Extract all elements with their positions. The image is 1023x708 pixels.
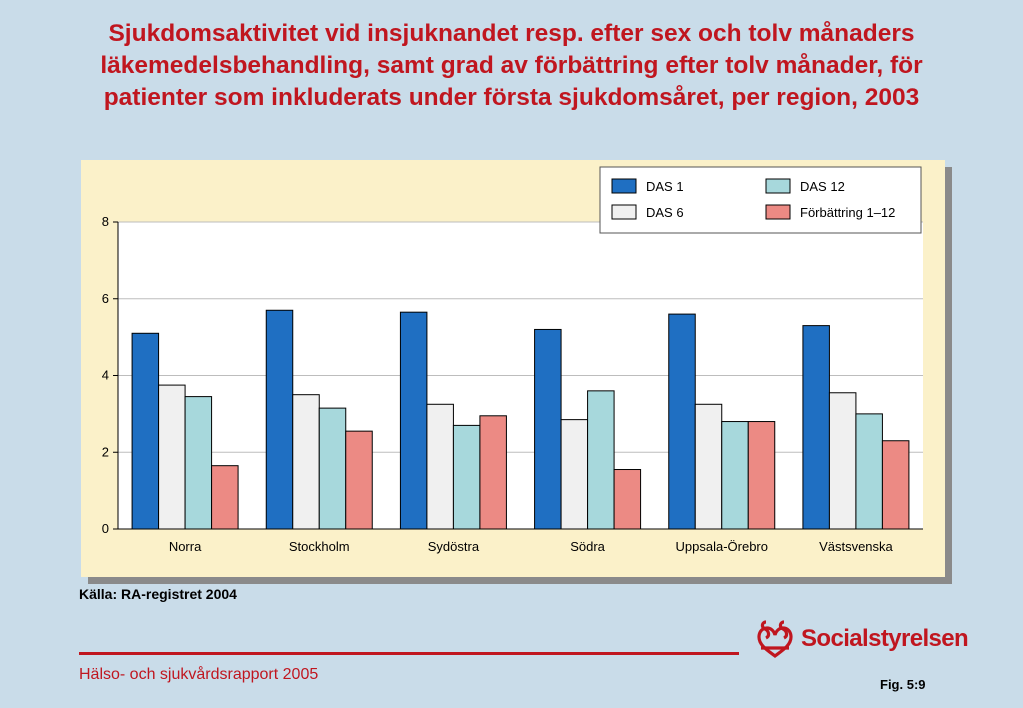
bar-3 bbox=[587, 390, 615, 530]
source-note: Källa: RA-registret 2004 bbox=[79, 586, 237, 602]
bar-3 bbox=[721, 421, 749, 530]
x-tick-label: Sydöstra bbox=[428, 539, 480, 554]
legend-swatch bbox=[765, 204, 791, 220]
legend-swatch bbox=[611, 204, 637, 220]
x-tick-label: Uppsala-Örebro bbox=[676, 539, 769, 554]
legend-box bbox=[599, 166, 922, 234]
bar-4 bbox=[747, 421, 776, 530]
legend-swatch bbox=[611, 178, 637, 194]
bar-1 bbox=[265, 309, 294, 530]
x-tick-label: Stockholm bbox=[289, 539, 350, 554]
x-tick-label: Västsvenska bbox=[819, 539, 893, 554]
logo-text: Socialstyrelsen bbox=[801, 625, 969, 652]
bar-2 bbox=[158, 384, 186, 530]
bar-1 bbox=[534, 328, 562, 530]
bar-4 bbox=[345, 430, 373, 530]
x-tick-label: Norra bbox=[169, 539, 202, 554]
socialstyrelsen-logo: Socialstyrelsen bbox=[753, 618, 969, 660]
legend-label: DAS 6 bbox=[646, 205, 684, 220]
x-tick-label: Södra bbox=[570, 539, 605, 554]
bar-1 bbox=[131, 332, 160, 530]
y-tick-label: 6 bbox=[102, 291, 109, 306]
bar-1 bbox=[668, 313, 696, 530]
plot-area: 0 2 4 6 8 Norra Stockholm Sydöstra Södra Uppsala-… bbox=[102, 214, 923, 554]
bar-2 bbox=[292, 394, 320, 530]
title-line-1: Sjukdomsaktivitet vid insjuknandet resp.… bbox=[108, 20, 915, 47]
bar-3 bbox=[318, 407, 347, 530]
footer-divider bbox=[79, 652, 739, 655]
bar-3 bbox=[855, 413, 883, 530]
legend-label: Förbättring 1–12 bbox=[800, 205, 895, 220]
title-line-2: läkemedelsbehandling, samt grad av förbä… bbox=[100, 52, 923, 79]
bar-4 bbox=[881, 440, 910, 530]
legend-swatch bbox=[765, 178, 791, 194]
footer-report-name: Hälso- och sjukvårdsrapport 2005 bbox=[79, 666, 319, 683]
bar-4 bbox=[613, 469, 642, 530]
chart-title: Sjukdomsaktivitet vid insjuknandet resp.… bbox=[20, 18, 1003, 114]
bar-4 bbox=[479, 415, 507, 530]
bar-2 bbox=[694, 403, 723, 530]
logo-emblem-icon bbox=[757, 620, 793, 658]
y-tick-label: 0 bbox=[102, 521, 109, 536]
bar-2 bbox=[828, 392, 857, 530]
y-tick-label: 2 bbox=[102, 444, 109, 459]
bar-1 bbox=[802, 325, 830, 530]
legend-label: DAS 12 bbox=[800, 179, 845, 194]
y-tick-label: 4 bbox=[102, 368, 109, 383]
bar-2 bbox=[560, 419, 589, 530]
bar-4 bbox=[211, 465, 239, 530]
figure-label: Fig. 5:9 bbox=[880, 677, 926, 692]
bar-1 bbox=[399, 311, 428, 530]
bar-2 bbox=[426, 403, 454, 530]
legend: DAS 1 DAS 12 DAS 6 Förbättring 1–12 bbox=[599, 166, 922, 234]
y-tick-label: 8 bbox=[102, 214, 109, 229]
title-line-3: patienter som inkluderats under första s… bbox=[103, 84, 920, 111]
legend-label: DAS 1 bbox=[646, 179, 684, 194]
bar-3 bbox=[184, 396, 213, 530]
bar-3 bbox=[452, 424, 481, 530]
